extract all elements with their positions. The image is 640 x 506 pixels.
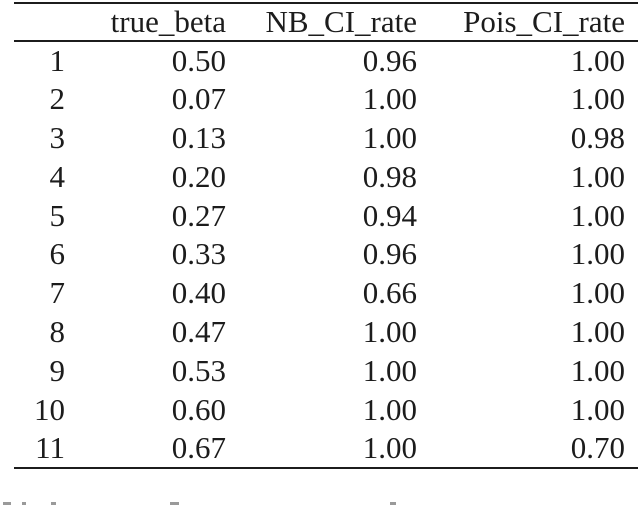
header-row: true_beta NB_CI_rate Pois_CI_rate (14, 3, 638, 41)
table-cell: 1.00 (570, 313, 625, 349)
table-cell: 0.40 (171, 275, 226, 311)
table-row: 2 0.07 1.00 1.00 (14, 80, 638, 119)
table-cell: 1.00 (362, 391, 417, 427)
table-cell: 0.66 (362, 275, 417, 311)
row-index: 2 (49, 81, 66, 117)
table-cell: 0.70 (570, 429, 625, 465)
table-cell: 0.94 (362, 197, 417, 233)
row-index: 7 (49, 275, 66, 311)
table-cell: 0.67 (171, 429, 226, 465)
row-index: 4 (49, 158, 66, 194)
document-content: true_beta NB_CI_rate Pois_CI_rate 1 0.50 0… (0, 2, 640, 469)
row-index: 3 (49, 119, 66, 155)
row-index: 8 (49, 313, 66, 349)
row-index: 5 (49, 197, 66, 233)
table-row: 8 0.47 1.00 1.00 (14, 313, 638, 352)
table-cell: 1.00 (362, 81, 417, 117)
table-row: 6 0.33 0.96 1.00 (14, 235, 638, 274)
table-cell: 1.00 (362, 429, 417, 465)
ci-coverage-table: true_beta NB_CI_rate Pois_CI_rate 1 0.50 0… (14, 2, 638, 469)
table-cell: 0.60 (171, 391, 226, 427)
table-cell: 0.13 (171, 119, 226, 155)
table-row: 4 0.20 0.98 1.00 (14, 157, 638, 196)
table-cell: 1.00 (362, 119, 417, 155)
table-row: 9 0.53 1.00 1.00 (14, 351, 638, 390)
table-row: 10 0.60 1.00 1.00 (14, 390, 638, 429)
table-cell: 1.00 (570, 197, 625, 233)
table-cell: 0.50 (171, 42, 226, 78)
table-cell: 1.00 (570, 81, 625, 117)
table-cell: 1.00 (570, 352, 625, 388)
table-cell: 1.00 (362, 313, 417, 349)
table-row: 5 0.27 0.94 1.00 (14, 196, 638, 235)
row-index: 6 (49, 236, 66, 272)
caption-fragment (3, 502, 11, 505)
table-cell: 1.00 (570, 42, 625, 78)
row-index: 1 (49, 42, 66, 78)
table-cell: 1.00 (362, 352, 417, 388)
table-cell: 0.27 (171, 197, 226, 233)
table-cell: 1.00 (570, 391, 625, 427)
table-row: 3 0.13 1.00 0.98 (14, 119, 638, 158)
table-cell: 0.07 (171, 81, 226, 117)
cutoff-caption (0, 502, 640, 506)
header-nb-ci-rate: NB_CI_rate (265, 4, 417, 39)
caption-fragment (390, 502, 396, 505)
caption-fragment (170, 502, 179, 505)
header-pois-ci-rate: Pois_CI_rate (463, 4, 625, 39)
table-row: 7 0.40 0.66 1.00 (14, 274, 638, 313)
caption-fragment (51, 502, 56, 505)
row-index: 9 (49, 352, 66, 388)
table-cell: 1.00 (570, 275, 625, 311)
header-true-beta: true_beta (110, 4, 226, 39)
table-cell: 0.47 (171, 313, 226, 349)
table-cell: 0.53 (171, 352, 226, 388)
table-cell: 0.98 (570, 119, 625, 155)
table-cell: 0.33 (171, 236, 226, 272)
table-cell: 1.00 (570, 158, 625, 194)
table-cell: 0.96 (362, 42, 417, 78)
table-cell: 0.98 (362, 158, 417, 194)
caption-fragment (22, 502, 26, 505)
table-cell: 1.00 (570, 236, 625, 272)
row-index: 10 (34, 391, 65, 427)
table-row: 1 0.50 0.96 1.00 (14, 41, 638, 80)
row-index: 11 (35, 429, 65, 465)
table-body: 1 0.50 0.96 1.00 2 0.07 1.00 1.00 3 0.13 1.00 0.98 4… (14, 41, 638, 468)
table-row: 11 0.67 1.00 0.70 (14, 429, 638, 468)
table-header: true_beta NB_CI_rate Pois_CI_rate (14, 3, 638, 41)
table-cell: 0.20 (171, 158, 226, 194)
header-row-index (14, 3, 70, 41)
table-cell: 0.96 (362, 236, 417, 272)
